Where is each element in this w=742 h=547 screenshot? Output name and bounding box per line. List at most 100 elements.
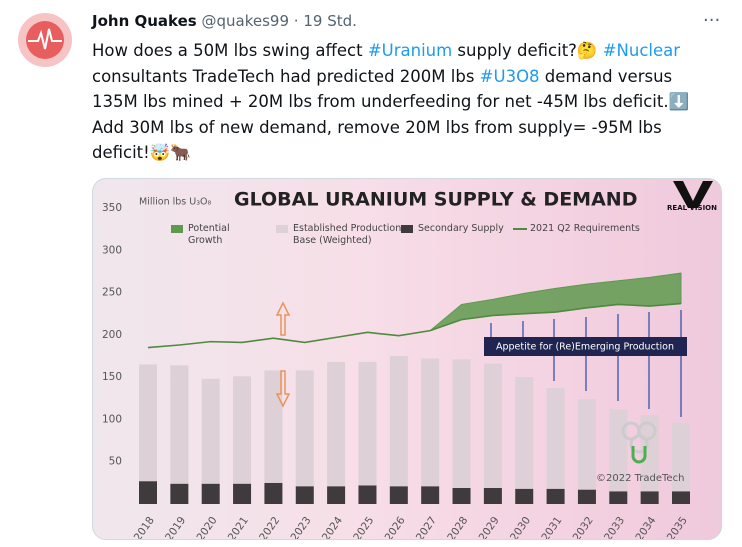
- x-tick-label: 2023: [289, 515, 314, 540]
- y-tick-label: 150: [102, 371, 122, 383]
- legend-swatch: [401, 225, 413, 233]
- x-tick-label: 2026: [383, 514, 408, 540]
- bar: [170, 483, 189, 504]
- bar: [515, 488, 534, 504]
- bar: [201, 483, 220, 504]
- bar: [327, 361, 346, 487]
- bar: [577, 399, 596, 490]
- x-tick-label: 2032: [571, 515, 596, 540]
- x-tick-label: 2027: [414, 515, 439, 540]
- x-tick-label: 2028: [445, 515, 470, 540]
- chart-title: GLOBAL URANIUM SUPPLY & DEMAND: [234, 189, 637, 211]
- chart: Million lbs U₃O₈ GLOBAL URANIUM SUPPLY &…: [102, 181, 717, 540]
- x-tick-label: 2019: [163, 515, 188, 540]
- text-segment: consultants TradeTech had predicted 200M…: [92, 66, 480, 86]
- decoration: [275, 301, 682, 464]
- down-arrow: [275, 370, 291, 408]
- hashtag[interactable]: #Uranium: [367, 41, 453, 60]
- y-tick-label: 250: [102, 287, 122, 299]
- y-tick-label: 100: [102, 413, 122, 425]
- bar: [358, 485, 377, 504]
- separator: ·: [293, 12, 299, 30]
- annotation: Appetite for (Re)Emerging Production: [496, 342, 674, 353]
- bar: [233, 376, 252, 484]
- bar: [295, 486, 314, 504]
- bar: [264, 482, 283, 504]
- bar: [295, 370, 314, 487]
- x-tick-label: 2030: [508, 515, 533, 540]
- x-tick-label: 2021: [226, 515, 251, 540]
- annotation-box: [484, 337, 687, 356]
- avatar[interactable]: [18, 13, 72, 67]
- tweet-image[interactable]: Million lbs U₃O₈ GLOBAL URANIUM SUPPLY &…: [92, 178, 722, 540]
- x-tick-label: 2033: [602, 515, 627, 540]
- author-handle[interactable]: @quakes99: [201, 12, 289, 30]
- text-segment: supply deficit?🤔: [452, 41, 603, 60]
- bar: [170, 365, 189, 484]
- author-name[interactable]: John Quakes: [92, 12, 197, 30]
- bar: [389, 486, 408, 504]
- bar: [515, 377, 534, 489]
- text-segment: How does a 50M lbs swing affect: [92, 41, 368, 60]
- bar: [327, 486, 346, 504]
- y-tick-label: 300: [102, 244, 122, 256]
- text-segment: demand versus 135M lbs mined + 20M lbs f…: [92, 66, 690, 163]
- legend-swatch: [171, 225, 183, 233]
- line: [147, 302, 682, 349]
- y-tick-label: 200: [102, 329, 122, 341]
- bar: [640, 491, 659, 504]
- x-tick-label: 2035: [665, 515, 690, 540]
- bar: [389, 356, 408, 487]
- legend-label: Established Production Base (Weighted): [293, 223, 402, 246]
- y-tick-label: 350: [102, 202, 122, 214]
- tweet-time[interactable]: 19 Std.: [303, 12, 357, 30]
- y-axis-label: Million lbs U₃O₈: [139, 197, 211, 208]
- more-button[interactable]: ···: [703, 10, 721, 31]
- hashtag[interactable]: #Nuclear: [602, 41, 681, 60]
- copyright: ©2022 TradeTech: [596, 473, 684, 484]
- x-tick-label: 2025: [351, 515, 376, 540]
- bar: [358, 361, 377, 486]
- x-tick-label: 2029: [477, 515, 502, 540]
- tweet-text: How does a 50M lbs swing affect #Uranium…: [92, 38, 712, 166]
- logo: REAL VISION: [667, 181, 717, 212]
- bar: [483, 363, 502, 488]
- bar: [264, 370, 283, 483]
- up-arrow: [275, 301, 291, 336]
- bar: [139, 364, 157, 482]
- bar: [452, 487, 471, 504]
- tweet-header: John Quakes @quakes99 · 19 Std.: [92, 12, 357, 30]
- bar: [546, 488, 565, 504]
- bar: [421, 358, 440, 487]
- x-tick-label: 2031: [539, 515, 564, 540]
- bar: [139, 481, 157, 504]
- hashtag[interactable]: #U3O8: [479, 66, 540, 86]
- x-tick-label: 2024: [320, 514, 345, 540]
- legend-swatch: [513, 228, 527, 230]
- x-tick-label: 2022: [257, 515, 282, 540]
- bar: [483, 487, 502, 504]
- logo-text: REAL VISION: [667, 204, 717, 212]
- heartbeat-icon: [28, 28, 62, 50]
- logo-mark: [673, 181, 713, 208]
- tradetech-logo: [621, 421, 657, 464]
- legend-label: Secondary Supply: [418, 223, 504, 234]
- bar: [672, 422, 690, 492]
- bar: [672, 491, 690, 504]
- legend-label: Potential Growth: [188, 223, 230, 246]
- bar: [233, 483, 252, 504]
- x-tick-label: 2034: [633, 514, 658, 540]
- bar: [609, 491, 628, 504]
- y-tick-label: 50: [109, 456, 122, 468]
- bar: [421, 486, 440, 504]
- bar: [577, 489, 596, 504]
- bar: [201, 378, 220, 484]
- bar: [452, 359, 471, 488]
- legend-swatch: [276, 225, 288, 233]
- x-tick-label: 2020: [194, 515, 219, 540]
- avatar-inner: [26, 21, 64, 59]
- area: [429, 272, 682, 332]
- x-tick-label: 2018: [132, 515, 157, 540]
- bar: [546, 388, 565, 489]
